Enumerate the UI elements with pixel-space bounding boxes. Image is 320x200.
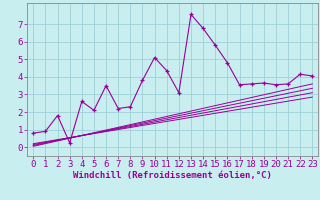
X-axis label: Windchill (Refroidissement éolien,°C): Windchill (Refroidissement éolien,°C) (73, 171, 272, 180)
